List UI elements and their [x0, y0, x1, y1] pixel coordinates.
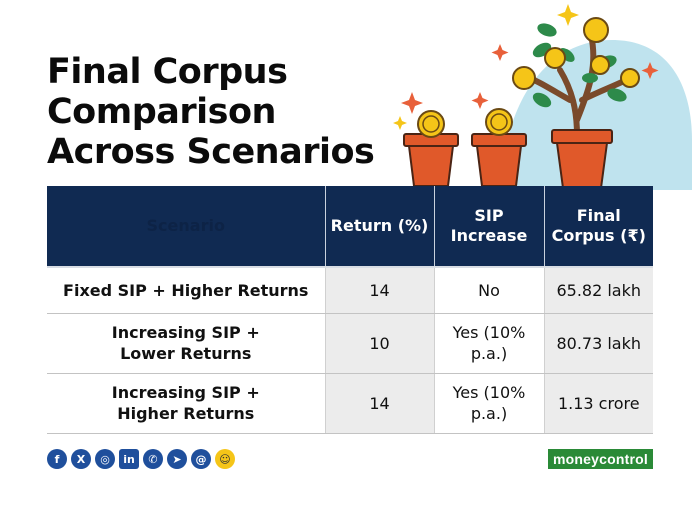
cell-scenario: Increasing SIP + Higher Returns [47, 373, 325, 434]
cell-return: 10 [324, 313, 434, 374]
cell-final-corpus: 1.13 crore [543, 373, 653, 434]
title-line-3: Across Scenarios [47, 132, 375, 172]
cell-final-corpus: 80.73 lakh [543, 313, 653, 374]
header-sip-increase: SIP Increase [434, 186, 545, 268]
snapchat-icon[interactable]: ☺ [215, 449, 235, 469]
cell-final-corpus: 65.82 lakh [543, 267, 653, 314]
corpus-comparison-table: Scenario Return (%) SIP Increase Final C… [47, 186, 653, 434]
social-share-bar: f X ◎ in ✆ ➤ @ ☺ [47, 449, 235, 471]
table-header-row: Scenario Return (%) SIP Increase Final C… [47, 186, 653, 268]
title-line-2: Comparison [47, 92, 276, 132]
instagram-icon[interactable]: ◎ [95, 449, 115, 469]
telegram-icon[interactable]: ➤ [167, 449, 187, 469]
cell-scenario: Fixed SIP + Higher Returns [47, 267, 325, 314]
cell-sip-increase: Yes (10% p.a.) [433, 373, 544, 434]
moneycontrol-logo: moneycontrol [548, 449, 653, 469]
header-final-corpus: Final Corpus (₹) [544, 186, 653, 268]
cell-return: 14 [324, 373, 434, 434]
table-row: Increasing SIP + Lower Returns 10 Yes (1… [47, 313, 653, 374]
table-row: Increasing SIP + Higher Returns 14 Yes (… [47, 373, 653, 434]
header-scenario: Scenario [47, 186, 326, 268]
page-title: Final Corpus Comparison Across Scenarios [47, 52, 407, 172]
facebook-icon[interactable]: f [47, 449, 67, 469]
header-return: Return (%) [325, 186, 435, 268]
cell-sip-increase: Yes (10% p.a.) [433, 313, 544, 374]
table-row: Fixed SIP + Higher Returns 14 No 65.82 l… [47, 267, 653, 314]
cell-sip-increase: No [433, 267, 544, 314]
linkedin-icon[interactable]: in [119, 449, 139, 469]
brand-part-1: money [553, 451, 600, 467]
threads-icon[interactable]: @ [191, 449, 211, 469]
money-plant-illustration [393, 4, 692, 190]
x-icon[interactable]: X [71, 449, 91, 469]
cell-scenario: Increasing SIP + Lower Returns [47, 313, 325, 374]
whatsapp-icon[interactable]: ✆ [143, 449, 163, 469]
cell-return: 14 [324, 267, 434, 314]
brand-part-2: control [599, 451, 648, 467]
title-line-1: Final Corpus [47, 52, 288, 92]
